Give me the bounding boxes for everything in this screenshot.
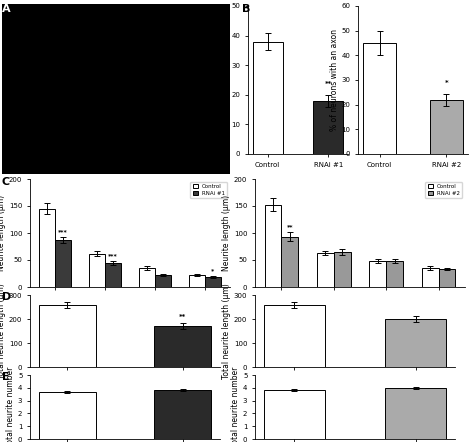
- Bar: [317, 253, 334, 287]
- Bar: [313, 101, 344, 154]
- Bar: [385, 388, 446, 439]
- Bar: [422, 268, 438, 287]
- Bar: [253, 42, 283, 154]
- Bar: [155, 275, 171, 287]
- Text: ***: ***: [108, 253, 118, 258]
- Bar: [39, 305, 96, 367]
- Text: *: *: [211, 268, 215, 273]
- Text: ***: ***: [58, 229, 68, 234]
- Y-axis label: % of neurons with an axon: % of neurons with an axon: [219, 29, 228, 131]
- Bar: [139, 268, 155, 287]
- Bar: [334, 252, 351, 287]
- Text: A: A: [2, 4, 10, 14]
- Bar: [154, 326, 211, 367]
- Bar: [264, 205, 282, 287]
- Bar: [264, 305, 325, 367]
- Bar: [189, 275, 205, 287]
- Bar: [105, 263, 121, 287]
- Text: **: **: [325, 81, 332, 88]
- Text: E: E: [2, 372, 9, 382]
- Text: D: D: [2, 292, 11, 302]
- Text: C: C: [2, 177, 10, 187]
- Bar: [154, 390, 211, 439]
- Text: **: **: [286, 224, 293, 229]
- Text: *: *: [445, 80, 448, 86]
- Bar: [369, 261, 386, 287]
- Y-axis label: Total neurite length (μm): Total neurite length (μm): [222, 283, 231, 379]
- Bar: [386, 261, 403, 287]
- Y-axis label: Total neurite number: Total neurite number: [6, 367, 15, 442]
- Bar: [55, 240, 71, 287]
- Y-axis label: % of neurons with an axon: % of neurons with an axon: [329, 29, 338, 131]
- Bar: [429, 100, 463, 154]
- Bar: [438, 269, 456, 287]
- Y-axis label: Neurite length (μm): Neurite length (μm): [0, 195, 6, 271]
- Legend: Control, RNAi #2: Control, RNAi #2: [425, 182, 462, 198]
- Bar: [89, 254, 105, 287]
- Y-axis label: Total neurite length (μm): Total neurite length (μm): [0, 283, 6, 379]
- Bar: [205, 277, 221, 287]
- Bar: [282, 237, 298, 287]
- Text: B: B: [242, 4, 250, 14]
- Bar: [385, 319, 446, 367]
- Bar: [39, 209, 55, 287]
- Y-axis label: Neurite length (μm): Neurite length (μm): [222, 195, 231, 271]
- Bar: [39, 392, 96, 439]
- Bar: [363, 43, 396, 154]
- Text: **: **: [179, 314, 186, 320]
- Bar: [264, 390, 325, 439]
- Y-axis label: Total neurite number: Total neurite number: [231, 367, 240, 442]
- Legend: Control, RNAi #1: Control, RNAi #1: [191, 182, 227, 198]
